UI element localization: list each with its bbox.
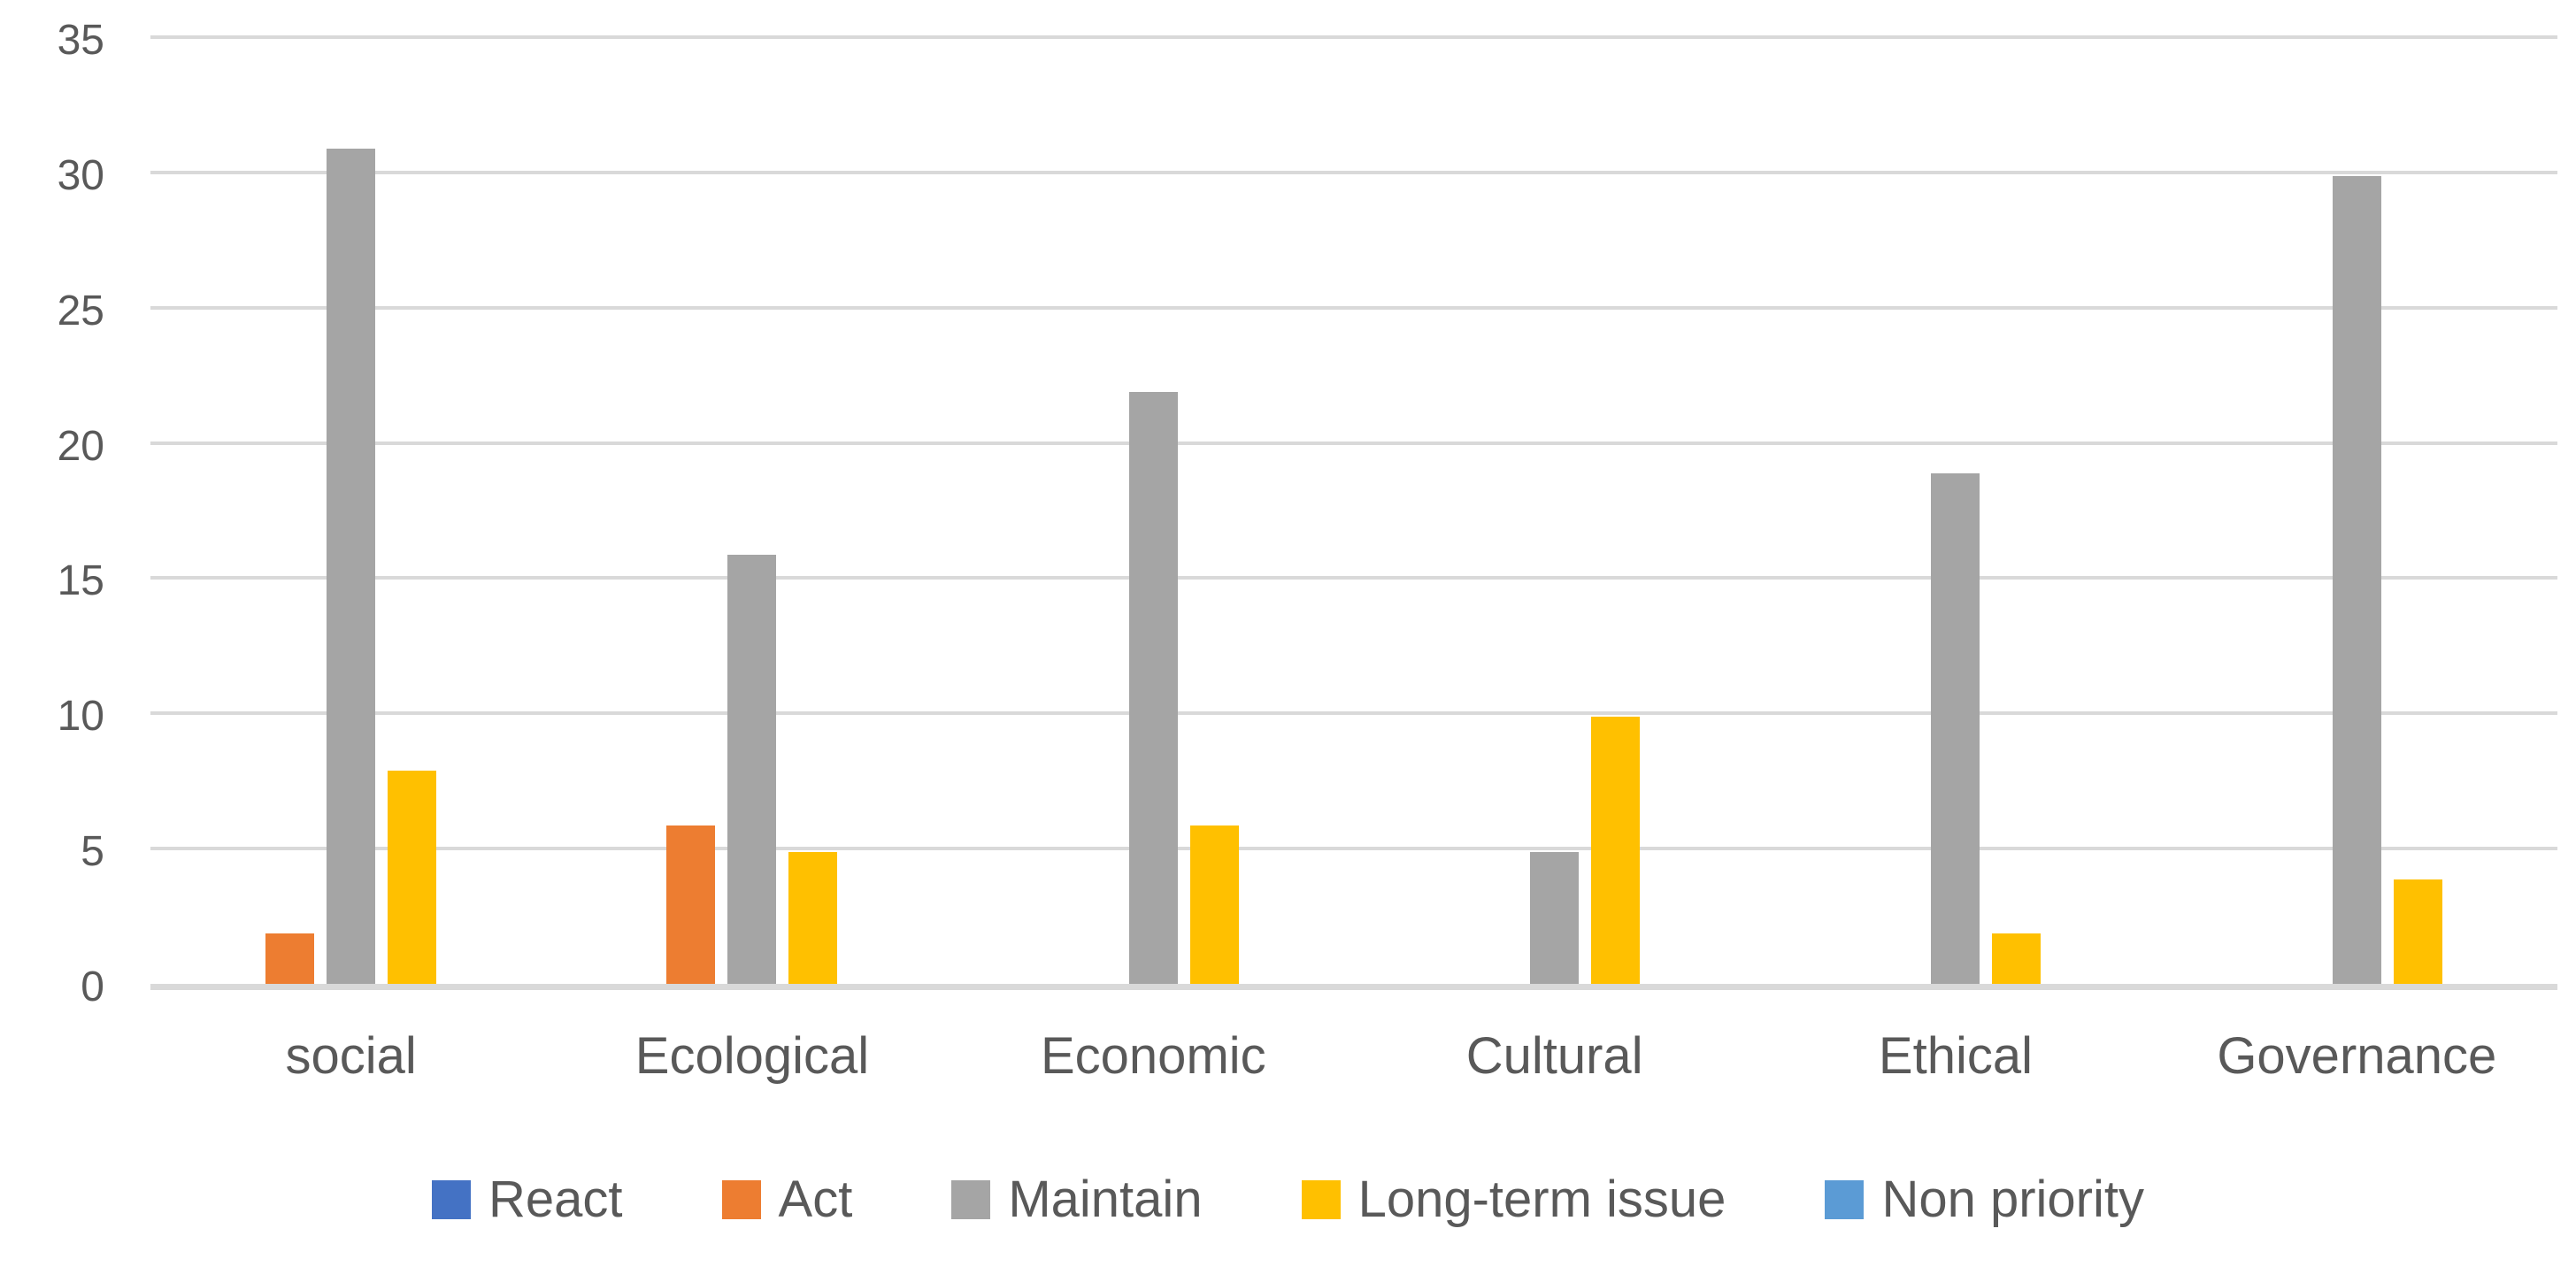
legend-label-non-priority: Non priority <box>1881 1171 2144 1228</box>
bar-groups <box>150 41 2557 987</box>
gridline-y-25 <box>150 305 2557 310</box>
legend-item-maintain: Maintain <box>951 1170 1203 1229</box>
legend-item-non-priority: Non priority <box>1825 1170 2144 1229</box>
bar-long-term-issue-governance <box>2393 879 2442 987</box>
category-label-ethical: Ethical <box>1878 1027 2034 1085</box>
legend-swatch-react <box>432 1179 472 1219</box>
legend-label-act: Act <box>778 1171 853 1228</box>
y-tick-label-10: 10 <box>57 693 104 741</box>
bar-group-ethical <box>1755 41 2156 987</box>
legend: React Act Maintain Long-term issue Non prior… <box>0 1170 2576 1229</box>
bar-maintain-economic <box>1128 392 1178 987</box>
bar-group-social <box>150 41 551 987</box>
y-tick-label-15: 15 <box>57 557 104 605</box>
gridline-y-20 <box>150 441 2557 445</box>
gridline-y-5 <box>150 847 2557 851</box>
bar-maintain-ethical <box>1931 473 1980 987</box>
y-tick-label-35: 35 <box>57 17 104 64</box>
legend-item-act: Act <box>721 1170 853 1229</box>
y-tick-label-0: 0 <box>81 964 104 1010</box>
category-label-cultural: Cultural <box>1465 1027 1643 1085</box>
legend-swatch-non-priority <box>1825 1179 1865 1219</box>
gridline-y-10 <box>150 711 2557 716</box>
bar-group-governance <box>2157 41 2557 987</box>
gridline-y-15 <box>150 576 2557 580</box>
y-tick-label-25: 25 <box>57 287 104 334</box>
legend-label-react: React <box>488 1171 623 1228</box>
bar-group-economic <box>953 41 1354 987</box>
bar-maintain-social <box>327 149 376 987</box>
category-axis-labels: social Ecological Economic Cultural Ethical G… <box>150 1026 2557 1086</box>
y-tick-label-5: 5 <box>81 828 104 876</box>
bar-act-social <box>265 933 315 987</box>
legend-item-long-term-issue: Long-term issue <box>1301 1170 1726 1229</box>
gridline-y-35 <box>150 35 2557 39</box>
category-label-ecological: Ecological <box>634 1027 870 1085</box>
bar-maintain-ecological <box>727 554 777 987</box>
legend-label-long-term-issue: Long-term issue <box>1357 1171 1726 1228</box>
bar-group-ecological <box>551 41 952 987</box>
legend-label-maintain: Maintain <box>1008 1171 1203 1228</box>
legend-item-react: React <box>432 1170 623 1229</box>
legend-swatch-long-term-issue <box>1301 1179 1341 1219</box>
bar-maintain-cultural <box>1530 852 1580 987</box>
gridline-y-30 <box>150 170 2557 174</box>
bar-long-term-issue-cultural <box>1591 717 1641 987</box>
bar-long-term-issue-ethical <box>1992 933 2042 987</box>
category-label-governance: Governance <box>2217 1027 2497 1085</box>
bar-act-ecological <box>666 825 716 987</box>
y-tick-label-20: 20 <box>57 422 104 470</box>
bar-group-cultural <box>1354 41 1755 987</box>
bar-long-term-issue-social <box>388 771 437 987</box>
bar-maintain-governance <box>2332 175 2381 987</box>
legend-swatch-act <box>721 1179 761 1219</box>
category-label-social: social <box>285 1027 417 1085</box>
category-label-economic: Economic <box>1040 1027 1266 1085</box>
bar-long-term-issue-economic <box>1189 825 1239 987</box>
legend-swatch-maintain <box>951 1179 991 1219</box>
x-axis-line <box>150 984 2557 990</box>
plot-area <box>150 35 2557 990</box>
y-tick-label-30: 30 <box>57 151 104 199</box>
bar-long-term-issue-ecological <box>788 852 838 987</box>
